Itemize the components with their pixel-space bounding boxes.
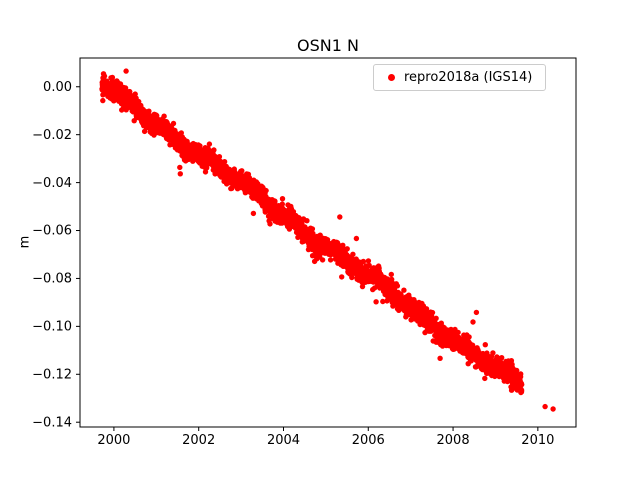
tick-marks [76,86,539,431]
legend-marker-icon [388,74,395,81]
x-tick-label: 2010 [521,433,554,448]
x-tick-label: 2008 [437,433,470,448]
x-tick-label: 2004 [267,433,300,448]
y-tick-label: −0.06 [32,224,72,239]
y-tick-label: −0.14 [32,415,72,430]
legend: repro2018a (IGS14) [373,64,547,91]
y-tick-label: 0.00 [43,80,72,95]
axes-frame [79,57,577,428]
x-tick-label: 2002 [182,433,215,448]
chart-title: OSN1 N [297,36,359,55]
y-tick-label: −0.02 [32,128,72,143]
y-tick-label: −0.08 [32,272,72,287]
scatter-points [99,68,556,412]
legend-label: repro2018a (IGS14) [404,70,533,85]
y-tick-label: −0.12 [32,367,72,382]
tick-labels: 2000 2002 2004 2006 2008 2010 0.00 −0.02 −0.04 −0… [32,80,554,448]
y-tick-label: −0.04 [32,176,72,191]
y-tick-label: −0.10 [32,320,72,335]
x-tick-label: 2000 [97,433,130,448]
x-tick-label: 2006 [352,433,385,448]
